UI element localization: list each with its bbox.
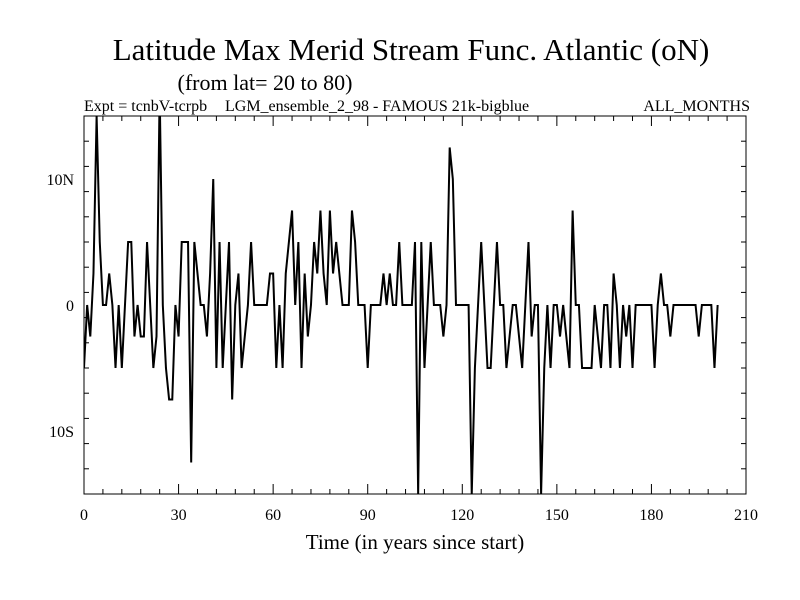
y-tick-label: 10S — [49, 424, 74, 441]
x-tick-label: 30 — [171, 507, 187, 524]
x-tick-label: 180 — [639, 507, 663, 524]
period-label: ALL_MONTHS — [643, 98, 750, 115]
plot-area: 0 30 60 90 120 150 180 210 10N 0 10S — [46, 115, 758, 524]
x-axis-label: Time (in years since start) — [306, 530, 525, 554]
x-tick-label: 210 — [734, 507, 758, 524]
experiment-overlap-label: LGM_ensemble_2_98 - FAMOUS 21k-bigblue — [225, 98, 529, 115]
x-tick-label: 120 — [450, 507, 474, 524]
x-tick-label: 0 — [80, 507, 88, 524]
x-tick-label: 150 — [545, 507, 569, 524]
chart-subtitle: (from lat= 20 to 80) — [178, 70, 353, 95]
chart-title: Latitude Max Merid Stream Func. Atlantic… — [113, 32, 710, 67]
experiment-label: Expt = tcnbV-tcrpb — [84, 98, 207, 115]
y-tick-label: 10N — [46, 172, 74, 189]
plot-frame — [83, 115, 747, 495]
x-tick-label: 60 — [265, 507, 281, 524]
x-tick-label: 90 — [360, 507, 376, 524]
y-tick-label: 0 — [66, 298, 74, 315]
series-line-max_latitude — [84, 116, 719, 494]
